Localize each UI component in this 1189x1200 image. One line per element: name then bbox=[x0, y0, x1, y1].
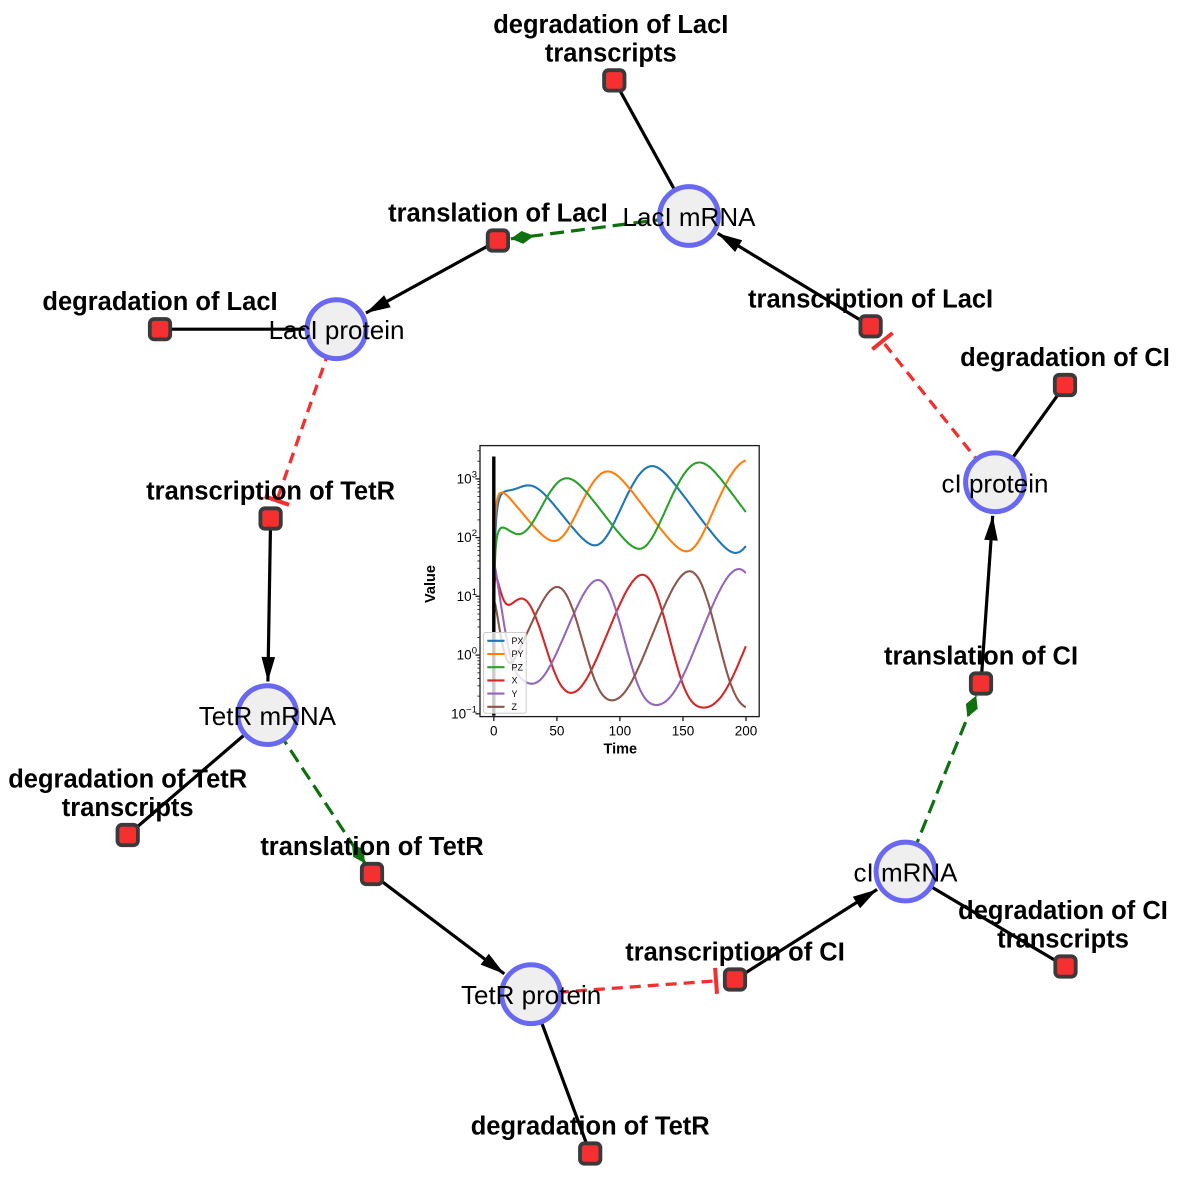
svg-text:TetR protein: TetR protein bbox=[461, 980, 601, 1010]
svg-text:transcripts: transcripts bbox=[997, 926, 1129, 954]
svg-text:transcription of CI: transcription of CI bbox=[625, 939, 845, 967]
svg-text:100: 100 bbox=[609, 724, 632, 739]
svg-text:Y: Y bbox=[512, 689, 518, 699]
svg-text:transcripts: transcripts bbox=[545, 39, 677, 67]
svg-text:cI protein: cI protein bbox=[942, 468, 1049, 498]
svg-text:Time: Time bbox=[604, 742, 638, 758]
svg-text:degradation of LacI: degradation of LacI bbox=[42, 288, 277, 316]
svg-text:150: 150 bbox=[672, 724, 695, 739]
svg-text:degradation of TetR: degradation of TetR bbox=[471, 1113, 710, 1141]
svg-text:transcription of TetR: transcription of TetR bbox=[146, 478, 395, 506]
svg-text:degradation of CI: degradation of CI bbox=[960, 344, 1170, 372]
svg-text:LacI mRNA: LacI mRNA bbox=[623, 202, 757, 232]
svg-text:Z: Z bbox=[512, 702, 518, 712]
svg-text:50: 50 bbox=[549, 724, 564, 739]
svg-text:TetR mRNA: TetR mRNA bbox=[199, 701, 337, 731]
svg-text:LacI protein: LacI protein bbox=[269, 315, 405, 345]
svg-text:degradation of TetR: degradation of TetR bbox=[8, 766, 247, 794]
svg-text:degradation of LacI: degradation of LacI bbox=[493, 11, 728, 39]
svg-text:translation of TetR: translation of TetR bbox=[260, 833, 483, 861]
svg-text:translation of LacI: translation of LacI bbox=[388, 200, 608, 228]
svg-text:degradation of CI: degradation of CI bbox=[958, 897, 1168, 925]
svg-text:transcription of LacI: transcription of LacI bbox=[748, 285, 993, 313]
svg-text:PX: PX bbox=[512, 636, 524, 646]
svg-text:PY: PY bbox=[512, 649, 524, 659]
svg-text:transcripts: transcripts bbox=[62, 794, 194, 822]
svg-text:200: 200 bbox=[735, 724, 758, 739]
svg-text:PZ: PZ bbox=[512, 662, 524, 672]
svg-text:translation of CI: translation of CI bbox=[884, 643, 1078, 671]
svg-text:0: 0 bbox=[490, 724, 498, 739]
svg-text:X: X bbox=[512, 676, 518, 686]
svg-text:Value: Value bbox=[423, 565, 439, 603]
svg-text:cI mRNA: cI mRNA bbox=[854, 858, 959, 888]
